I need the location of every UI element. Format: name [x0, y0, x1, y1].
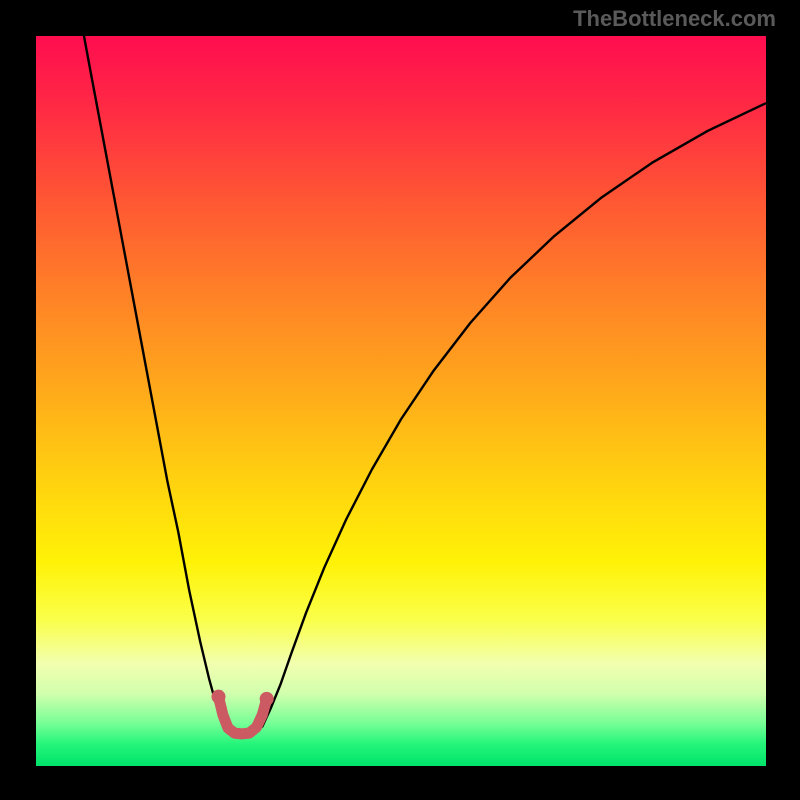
- plot-area: [36, 36, 766, 766]
- curve-path: [81, 21, 766, 733]
- valley-marker-dot: [212, 690, 226, 704]
- bottleneck-curve: [36, 36, 766, 766]
- valley-marker-dot: [260, 692, 274, 706]
- chart-frame: TheBottleneck.com: [0, 0, 800, 800]
- valley-marker-path: [219, 697, 267, 734]
- watermark-text: TheBottleneck.com: [573, 6, 776, 32]
